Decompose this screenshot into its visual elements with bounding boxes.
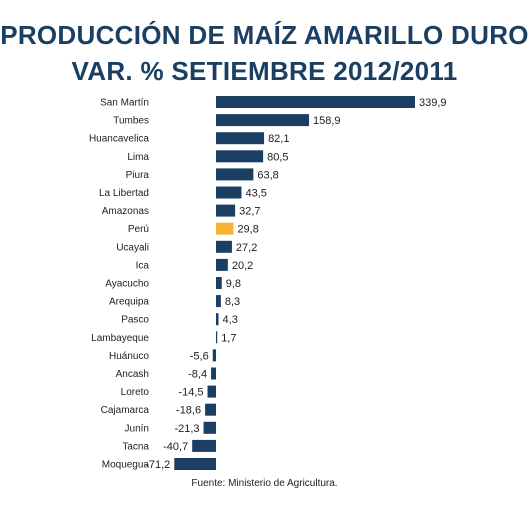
category-label-huanuco: Huánuco	[109, 351, 149, 362]
value-label-peru: 29,8	[237, 224, 258, 236]
category-label-loreto: Loreto	[121, 387, 150, 398]
category-label-lima: Lima	[127, 152, 149, 163]
value-label-huancavelica: 82,1	[268, 133, 289, 145]
bar-pasco	[216, 313, 219, 326]
value-label-cajamarca: -18,6	[176, 405, 201, 417]
bar-ica	[216, 258, 228, 271]
bar-cajamarca	[205, 403, 216, 416]
bar-huanuco	[212, 349, 216, 362]
category-label-ayacucho: Ayacucho	[105, 279, 149, 290]
value-label-huanuco: -5,6	[190, 350, 209, 362]
value-label-tumbes: 158,9	[313, 115, 341, 127]
value-label-loreto: -14,5	[178, 387, 203, 399]
category-label-amazonas: Amazonas	[102, 206, 149, 217]
value-label-ica: 20,2	[232, 260, 253, 272]
value-label-ucayali: 27,2	[236, 242, 257, 254]
bar-peru	[216, 222, 234, 235]
bar-la-libertad	[216, 186, 242, 199]
category-label-piura: Piura	[126, 170, 150, 181]
source-note: Fuente: Ministerio de Agricultura.	[191, 478, 338, 489]
value-label-pasco: 4,3	[223, 314, 238, 326]
value-label-moquegua: -71,2	[145, 459, 170, 471]
category-label-moquegua: Moquegua	[102, 460, 150, 471]
chart-title-line1: PRODUCCIÓN DE MAÍZ AMARILLO DURO	[0, 20, 529, 50]
value-label-junin: -21,3	[174, 423, 199, 435]
category-label-pasco: Pasco	[121, 315, 149, 326]
bar-ucayali	[216, 240, 232, 253]
bar-lima	[216, 150, 264, 163]
bar-moquegua	[174, 458, 216, 470]
bar-piura	[216, 168, 254, 181]
category-label-lambayeque: Lambayeque	[91, 333, 149, 344]
value-label-tacna: -40,7	[163, 441, 188, 453]
category-label-huancavelica: Huancavelica	[89, 134, 149, 145]
bar-san-martin	[216, 96, 415, 108]
bar-ayacucho	[216, 277, 222, 289]
category-label-ica: Ica	[136, 260, 150, 271]
value-label-arequipa: 8,3	[225, 296, 240, 308]
category-label-arequipa: Arequipa	[109, 297, 149, 308]
bar-arequipa	[216, 295, 221, 308]
category-label-tacna: Tacna	[122, 441, 149, 452]
value-label-la-libertad: 43,5	[245, 188, 266, 200]
category-label-junin: Junín	[125, 423, 149, 434]
value-label-lambayeque: 1,7	[221, 332, 236, 344]
bar-lambayeque	[216, 331, 218, 344]
category-label-la-libertad: La Libertad	[99, 188, 149, 199]
value-label-ayacucho: 9,8	[226, 278, 241, 290]
category-label-tumbes: Tumbes	[113, 116, 149, 127]
category-label-ancash: Ancash	[116, 369, 149, 380]
value-label-ancash: -8,4	[188, 369, 207, 381]
category-label-peru: Perú	[128, 224, 149, 235]
bar-tacna	[192, 439, 216, 452]
value-label-san-martin: 339,9	[419, 97, 447, 109]
bar-amazonas	[216, 204, 236, 217]
category-label-ucayali: Ucayali	[116, 242, 149, 253]
value-label-piura: 63,8	[257, 169, 278, 181]
category-label-cajamarca: Cajamarca	[101, 405, 150, 416]
bar-tumbes	[216, 114, 310, 127]
bar-loreto	[207, 385, 216, 398]
value-label-amazonas: 32,7	[239, 206, 260, 218]
value-label-lima: 80,5	[267, 151, 288, 163]
chart-title-line2: VAR. % SETIEMBRE 2012/2011	[71, 56, 458, 86]
bar-huancavelica	[216, 132, 265, 145]
bar-junin	[203, 421, 216, 434]
bar-ancash	[211, 367, 216, 380]
category-label-san-martin: San Martín	[100, 98, 149, 109]
